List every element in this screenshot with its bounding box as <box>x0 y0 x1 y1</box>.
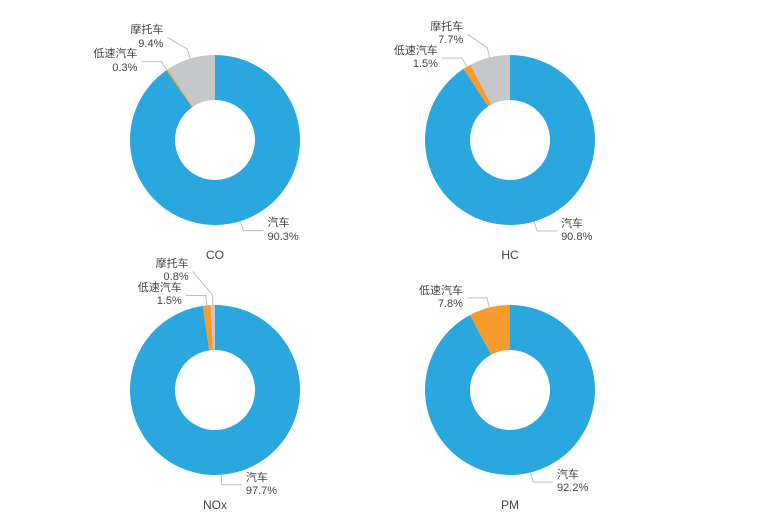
slice-label-pct: 92.2% <box>557 482 588 495</box>
donut-chart-PM: 汽车92.2% 低速汽车7.8% PM <box>0 0 767 518</box>
slice-label-name: 汽车 <box>557 469 588 482</box>
slice-label-name: 低速汽车 <box>419 285 463 298</box>
slice-label-pct: 7.8% <box>419 298 463 311</box>
slice-label-低速汽车: 低速汽车7.8% <box>419 285 463 311</box>
donut-svg-PM <box>0 0 767 518</box>
slice-label-汽车: 汽车92.2% <box>557 469 588 495</box>
chart-title-PM: PM <box>470 498 550 512</box>
chart-grid: 汽车90.3%低速汽车0.3%摩托车9.4%CO汽车90.8%低速汽车1.5%摩… <box>0 0 767 518</box>
slice-汽车 <box>425 305 595 475</box>
